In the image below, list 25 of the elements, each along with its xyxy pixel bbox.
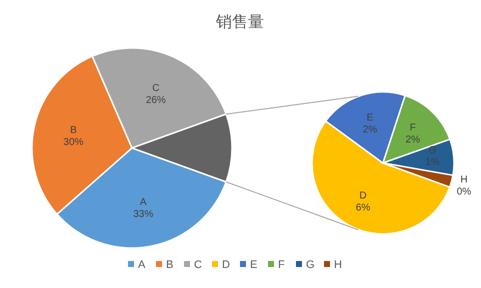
data-label: 2% <box>362 124 378 136</box>
data-label: 1% <box>425 156 440 168</box>
data-label: 26% <box>146 94 166 106</box>
slice-label: B <box>70 124 78 136</box>
chart-title: 销售量 <box>215 14 264 31</box>
slice-label: G <box>428 144 437 156</box>
slice-label: E <box>366 112 374 124</box>
slice-label: H <box>460 174 468 186</box>
legend-label: F <box>278 259 285 271</box>
legend-label: H <box>334 259 342 271</box>
legend-label: D <box>222 259 230 271</box>
data-label: 6% <box>356 202 370 214</box>
legend-label: C <box>194 259 202 271</box>
legend-label: E <box>250 259 258 271</box>
slice-label: F <box>410 122 416 134</box>
data-label: 0% <box>456 186 472 198</box>
data-label: 33% <box>133 208 154 220</box>
legend-label: B <box>166 259 174 271</box>
legend-label: A <box>138 259 146 271</box>
slice-label: A <box>140 196 147 208</box>
slice-label: C <box>152 82 160 94</box>
data-label: 2% <box>406 134 420 146</box>
data-label: 30% <box>63 136 84 148</box>
legend-label: G <box>306 259 315 271</box>
slice-label: D <box>359 190 367 202</box>
